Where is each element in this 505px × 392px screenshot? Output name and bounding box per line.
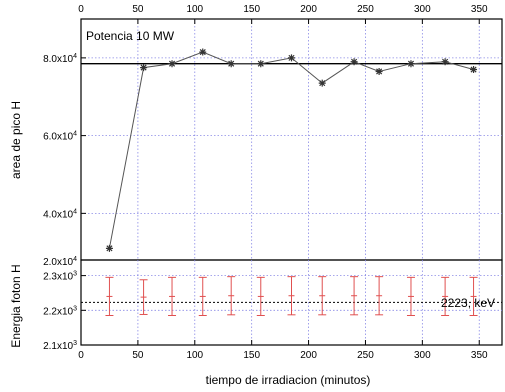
bottom-y-tick-label: 2.1x103 — [43, 340, 77, 352]
top-data-point — [140, 64, 148, 72]
error-bar — [350, 276, 359, 316]
bottom-y-tick-label: 2.3x103 — [43, 271, 77, 283]
bottom-series-group — [81, 276, 502, 317]
top-data-point — [288, 54, 295, 62]
top-series-group — [81, 48, 502, 252]
bottom-x-tick-label: 200 — [300, 350, 317, 361]
boundary-tick-label: 2.0x104 — [43, 256, 77, 268]
top-data-point — [168, 60, 176, 68]
bottom-x-tick-label: 300 — [414, 350, 431, 361]
error-bar — [105, 276, 114, 317]
bottom-x-tick-label: 50 — [132, 350, 144, 361]
top-series-line — [108, 51, 474, 249]
top-data-point — [199, 48, 207, 56]
error-bar — [469, 276, 478, 317]
top-data-point — [257, 60, 265, 68]
bottom-gridlines — [81, 260, 502, 345]
bottom-y-axis-title: Energia foton H — [9, 264, 23, 347]
top-data-point — [350, 58, 358, 66]
bottom-x-tick-label: 100 — [186, 350, 203, 361]
top-data-point — [375, 67, 383, 75]
error-bar — [256, 276, 265, 317]
top-x-tick-label: 350 — [471, 4, 488, 15]
top-y-tick-label: 4.0x104 — [43, 208, 77, 220]
top-y-axis-title: area de pico H — [9, 101, 23, 179]
bottom-x-tick-label: 250 — [357, 350, 374, 361]
power-annotation: Potencia 10 MW — [86, 29, 175, 43]
top-x-tick-label: 0 — [78, 4, 84, 15]
reference-energy-label: 2223, keV — [441, 296, 495, 310]
error-bar — [227, 276, 236, 316]
bottom-x-tick-label: 150 — [243, 350, 260, 361]
top-data-point — [470, 66, 478, 74]
top-y-tick-label: 8.0x104 — [43, 53, 77, 65]
error-bar — [287, 276, 296, 316]
top-y-tick-label: 6.0x104 — [43, 131, 77, 143]
error-bar — [375, 276, 384, 316]
error-bar — [406, 276, 415, 317]
bottom-x-tick-label: 350 — [471, 350, 488, 361]
top-axis-ticks: 0 50 100 150 200 250 300 350 4.0x104 6.0x104 8.0x1… — [43, 4, 488, 268]
error-bar — [139, 279, 148, 315]
error-bar — [168, 276, 177, 317]
top-x-tick-label: 300 — [414, 4, 431, 15]
top-data-point — [407, 60, 415, 68]
error-bar — [318, 276, 327, 316]
top-data-point — [105, 244, 113, 252]
top-x-tick-label: 100 — [186, 4, 203, 15]
top-x-tick-label: 200 — [300, 4, 317, 15]
error-bar — [441, 276, 450, 317]
top-data-point — [318, 79, 326, 87]
top-x-tick-label: 250 — [357, 4, 374, 15]
top-data-point — [227, 60, 235, 68]
error-bar — [198, 276, 207, 317]
top-data-point — [441, 58, 449, 66]
top-x-tick-label: 150 — [243, 4, 260, 15]
top-x-tick-label: 50 — [132, 4, 144, 15]
x-axis-title: tiempo de irradiacion (minutos) — [206, 373, 371, 387]
bottom-axis-ticks: 0 50 100 150 200 250 300 350 2.1x103 2.2x103 2.3x1… — [43, 271, 488, 361]
bottom-x-tick-label: 0 — [78, 350, 84, 361]
bottom-y-tick-label: 2.2x103 — [43, 305, 77, 317]
